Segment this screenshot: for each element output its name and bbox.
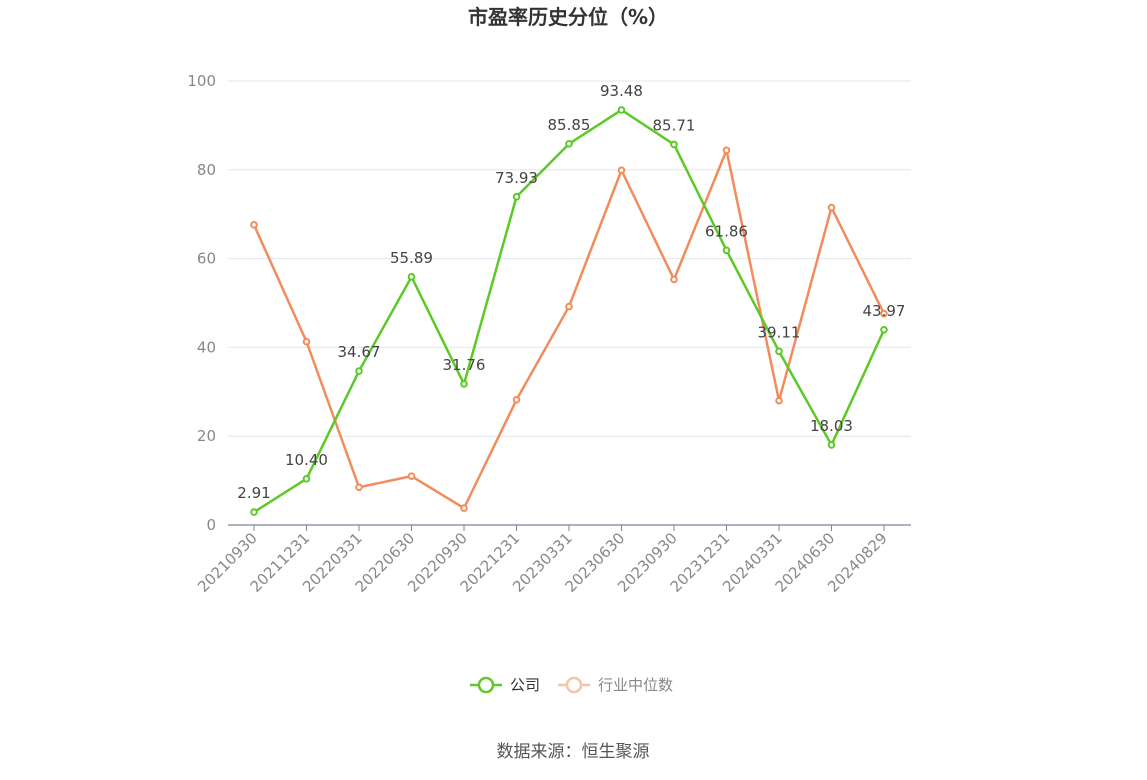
legend: 公司 行业中位数 (470, 676, 673, 694)
data-point (880, 325, 888, 334)
axes: 0204060801002021093020211231202203312022… (187, 72, 911, 596)
data-point (512, 395, 521, 404)
data-label: 39.11 (758, 323, 801, 341)
grid (228, 80, 911, 437)
data-label: 73.93 (495, 169, 538, 187)
data-point (775, 347, 783, 356)
data-point (407, 273, 416, 281)
data-label: 18.03 (810, 417, 853, 435)
data-label: 93.48 (600, 82, 643, 100)
y-tick-label: 20 (197, 427, 216, 445)
data-point (355, 367, 363, 375)
data-point (565, 140, 573, 148)
y-tick-label: 60 (197, 250, 216, 268)
data-label: 55.89 (390, 249, 433, 267)
data-point (302, 337, 311, 346)
data-point (407, 472, 416, 480)
data-point (670, 140, 678, 149)
source-note: 数据来源：恒生聚源 (497, 742, 650, 762)
data-point (722, 146, 731, 155)
data-point (670, 275, 678, 284)
data-point (827, 441, 836, 449)
y-tick-label: 40 (197, 338, 216, 356)
data-point (617, 166, 626, 175)
data-point (250, 221, 258, 229)
data-labels: 2.91 10.40 34.67 55.89 31.76 73.93 85.85 93.48 8… (237, 82, 905, 502)
chart-title: 市盈率历史分位（%） (468, 5, 668, 29)
legend-swatch-marker (565, 676, 583, 694)
legend-label: 公司 (510, 676, 540, 694)
data-label: 43.97 (863, 302, 906, 320)
data-point (302, 475, 311, 483)
data-point (460, 380, 468, 388)
data-point (460, 504, 468, 512)
data-point (565, 302, 573, 311)
data-label: 31.76 (443, 356, 486, 374)
data-point (355, 483, 363, 492)
data-point (880, 309, 888, 318)
y-tick-label: 100 (187, 72, 216, 90)
series-lines (250, 106, 888, 516)
data-point (250, 508, 258, 516)
data-point (722, 246, 731, 255)
legend-label: 行业中位数 (598, 676, 673, 694)
data-label: 2.91 (237, 484, 270, 502)
data-label: 85.85 (548, 116, 591, 134)
y-tick-label: 80 (197, 161, 216, 179)
y-tick-label: 0 (206, 516, 216, 534)
legend-swatch-marker (477, 676, 495, 694)
data-point (775, 396, 783, 405)
data-point (827, 203, 836, 212)
data-label: 61.86 (705, 222, 748, 240)
data-label: 10.40 (285, 451, 328, 469)
data-label: 85.71 (653, 116, 696, 134)
data-point (512, 192, 521, 201)
data-point (617, 106, 626, 114)
data-label: 34.67 (338, 343, 381, 361)
